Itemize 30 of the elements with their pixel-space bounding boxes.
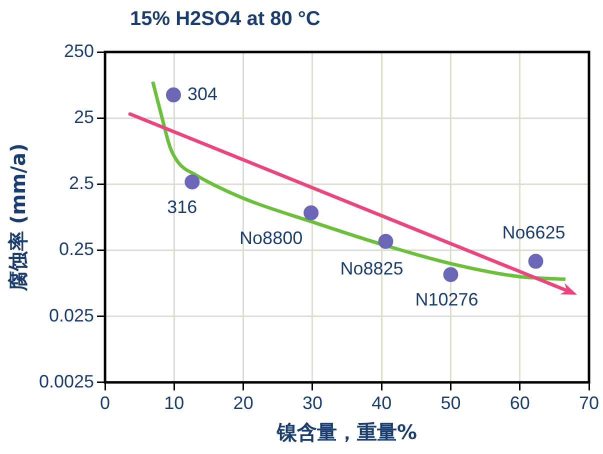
chart-title: 15% H2SO4 at 80 °C: [130, 8, 320, 31]
annotation: N10276: [415, 290, 478, 310]
y-tick-label: 25: [74, 107, 94, 128]
annotation: 304: [188, 84, 218, 104]
point: [528, 254, 544, 269]
annotation: No8825: [340, 258, 404, 278]
annotation: No6625: [502, 222, 566, 242]
y-tick-label: 2.5: [69, 173, 94, 194]
point: [378, 234, 394, 249]
x-tick-label: 20: [233, 393, 254, 414]
point: [184, 174, 200, 190]
y-tick-label: 0.25: [59, 239, 94, 260]
point: [443, 267, 458, 282]
annotation: No8800: [240, 228, 303, 248]
x-tick-label: 50: [440, 393, 461, 414]
x-tick-label: 70: [578, 393, 600, 414]
y-tick-label: 0.0025: [38, 371, 94, 392]
point: [304, 205, 319, 220]
line-series: [151, 80, 568, 281]
x-tick-label: 30: [302, 393, 322, 414]
x-tick-label: 60: [510, 393, 530, 414]
y-axis-title: 腐蚀率 (mm/a): [6, 143, 30, 292]
x-tick-label: 0: [100, 393, 110, 414]
x-axis-title: 镍含量，重量%: [276, 420, 418, 444]
x-tick-label: 10: [164, 393, 184, 414]
y-tick-label: 0.025: [49, 305, 94, 326]
annotation: 316: [167, 196, 198, 217]
point: [166, 87, 181, 102]
x-tick-label: 40: [372, 393, 392, 414]
y-tick-label: 250: [64, 40, 94, 61]
